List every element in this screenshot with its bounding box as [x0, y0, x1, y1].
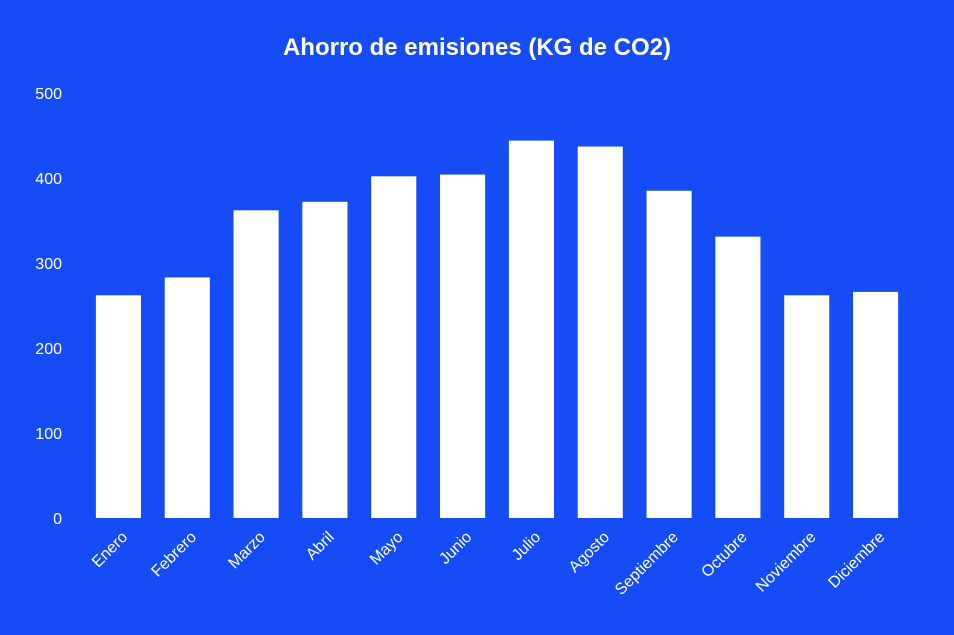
bar-octubre: [715, 236, 761, 518]
y-axis-ticks: 0 100 200 300 400 500: [35, 86, 62, 528]
bar-diciembre: [853, 291, 899, 518]
y-tick-label: 300: [35, 256, 62, 273]
chart-title: Ahorro de emisiones (KG de CO2): [283, 34, 671, 61]
y-tick-label: 100: [35, 426, 62, 443]
y-tick-label: 500: [35, 86, 62, 103]
bars: [95, 140, 899, 519]
bar-marzo: [233, 210, 279, 519]
y-tick-label: 200: [35, 341, 62, 358]
bar-agosto: [577, 146, 623, 519]
bar-enero: [95, 295, 141, 518]
y-tick-label: 400: [35, 171, 62, 188]
bar-septiembre: [646, 190, 692, 518]
bar-abril: [302, 201, 348, 519]
bar-noviembre: [784, 295, 830, 518]
bar-mayo: [371, 176, 417, 519]
y-tick-label: 0: [53, 511, 62, 528]
bar-junio: [440, 174, 486, 518]
bar-julio: [508, 140, 554, 518]
bar-febrero: [164, 277, 210, 518]
